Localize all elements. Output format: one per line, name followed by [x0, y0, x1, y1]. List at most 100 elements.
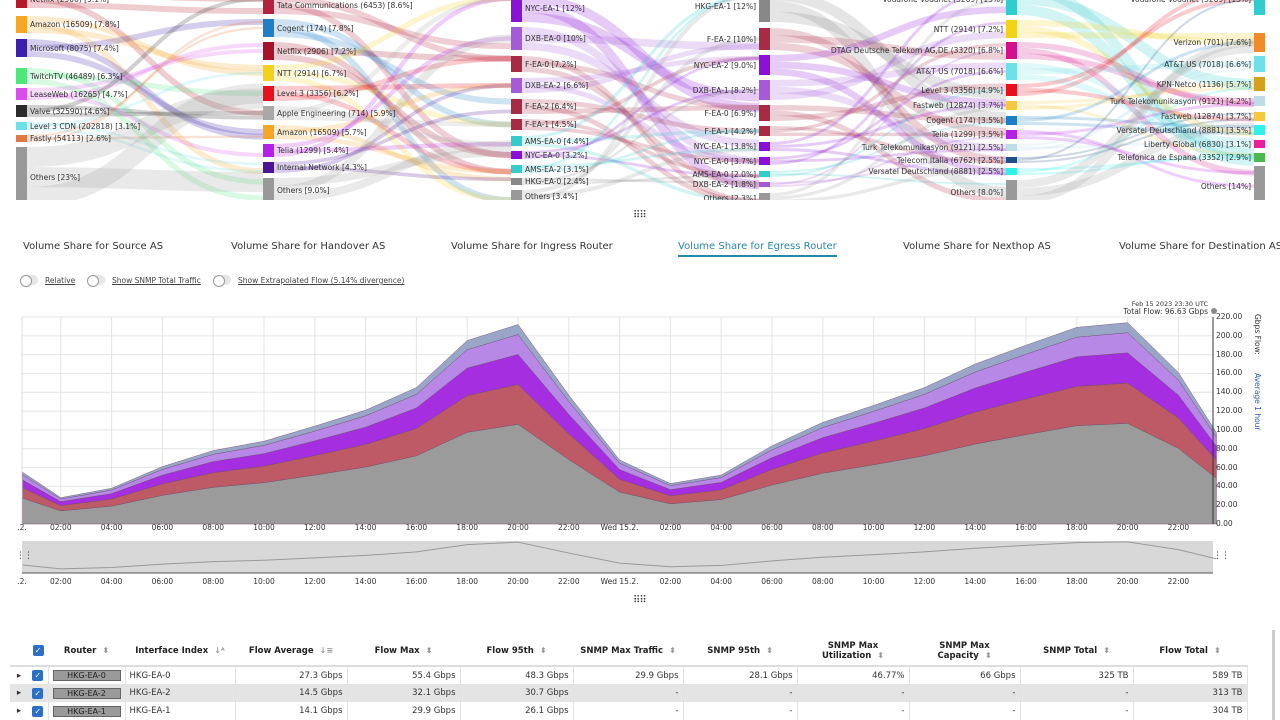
- column-header[interactable]: SNMP Max Utilization ⬍: [797, 636, 909, 667]
- column-header[interactable]: Router ⬍: [48, 636, 125, 667]
- sankey-node[interactable]: [16, 39, 27, 57]
- tab-volume-share-for-handover-as[interactable]: Volume Share for Handover AS: [231, 241, 386, 252]
- toggle-switch[interactable]: [87, 275, 105, 287]
- sankey-node[interactable]: [511, 78, 522, 93]
- sankey-node[interactable]: [511, 56, 522, 72]
- sankey-node[interactable]: [263, 65, 274, 81]
- sankey-node[interactable]: [16, 105, 27, 117]
- column-header[interactable]: Flow Max ⬍: [347, 636, 460, 667]
- expand-row-icon[interactable]: ▸: [16, 706, 22, 716]
- sort-icon[interactable]: ⬍: [425, 645, 433, 655]
- sankey-node[interactable]: [759, 55, 770, 75]
- sankey-node[interactable]: [16, 147, 27, 200]
- sankey-node[interactable]: [511, 136, 522, 146]
- sankey-node[interactable]: [1006, 180, 1017, 200]
- sankey-node[interactable]: [263, 19, 274, 37]
- sankey-node[interactable]: [16, 88, 27, 100]
- navigator-right-handle[interactable]: ⋮⋮: [1213, 551, 1230, 561]
- sort-icon[interactable]: ⬍: [102, 645, 110, 655]
- column-header[interactable]: Flow Total ⬍: [1133, 636, 1247, 667]
- range-navigator[interactable]: [0, 535, 1280, 585]
- sankey-node[interactable]: [759, 157, 770, 165]
- column-header[interactable]: Flow 95th ⬍: [460, 636, 573, 667]
- sankey-node[interactable]: [263, 86, 274, 101]
- toggle-label[interactable]: Relative: [45, 276, 76, 285]
- sankey-node[interactable]: [1006, 168, 1017, 175]
- sankey-node[interactable]: [1006, 0, 1017, 15]
- column-header[interactable]: Flow Average ↓≡: [235, 636, 347, 667]
- column-header[interactable]: Interface Index ↓ᴬ: [125, 636, 235, 667]
- scrollbar[interactable]: [1272, 630, 1275, 720]
- sankey-node[interactable]: [759, 193, 770, 200]
- sankey-node[interactable]: [263, 178, 274, 200]
- sankey-node[interactable]: [1254, 140, 1265, 148]
- area-series-4[interactable]: [22, 322, 1217, 500]
- tab-volume-share-for-destination-as[interactable]: Volume Share for Destination AS: [1119, 241, 1280, 252]
- sankey-node[interactable]: [759, 171, 770, 177]
- resize-handle-top[interactable]: ⠿⠿: [633, 210, 647, 221]
- column-header[interactable]: SNMP Max Capacity ⬍: [909, 636, 1020, 667]
- sankey-node[interactable]: [263, 0, 274, 14]
- sankey-node[interactable]: [16, 16, 27, 33]
- sort-icon[interactable]: ⬍: [984, 650, 992, 660]
- sankey-node[interactable]: [16, 68, 27, 84]
- average-selector[interactable]: Average 1 hour: [1253, 373, 1262, 431]
- sankey-node[interactable]: [511, 0, 522, 22]
- sort-icon[interactable]: ⬍: [877, 650, 884, 660]
- sort-icon[interactable]: ↓≡: [319, 645, 334, 655]
- sankey-node[interactable]: [511, 27, 522, 50]
- select-all-checkbox[interactable]: ✓: [32, 645, 44, 656]
- sankey-node[interactable]: [759, 80, 770, 100]
- sankey-node[interactable]: [1254, 33, 1265, 52]
- tab-volume-share-for-egress-router[interactable]: Volume Share for Egress Router: [678, 241, 837, 257]
- row-checkbox[interactable]: ✓: [32, 687, 44, 699]
- sankey-node[interactable]: [511, 151, 522, 159]
- sankey-node[interactable]: [511, 99, 522, 114]
- column-header[interactable]: SNMP Max Traffic ⬍: [573, 636, 683, 667]
- resize-handle-bottom[interactable]: ⠿⠿: [633, 595, 647, 606]
- tab-volume-share-for-source-as[interactable]: Volume Share for Source AS: [23, 241, 164, 252]
- sankey-node[interactable]: [1006, 157, 1017, 163]
- sankey-node[interactable]: [16, 0, 27, 8]
- tab-volume-share-for-ingress-router[interactable]: Volume Share for Ingress Router: [451, 241, 613, 252]
- row-checkbox[interactable]: ✓: [32, 670, 44, 681]
- sankey-node[interactable]: [511, 178, 522, 185]
- navigator-left-handle[interactable]: ⋮⋮: [16, 551, 33, 561]
- column-header[interactable]: SNMP 95th ⬍: [683, 636, 797, 667]
- sankey-node[interactable]: [1254, 77, 1265, 91]
- sankey-node[interactable]: [263, 42, 274, 60]
- sankey-node[interactable]: [1254, 125, 1265, 135]
- sankey-node[interactable]: [511, 190, 522, 200]
- tab-volume-share-for-nexthop-as[interactable]: Volume Share for Nexthop AS: [903, 241, 1051, 252]
- toggle-label[interactable]: Show Extrapolated Flow (5.14% divergence…: [238, 276, 405, 285]
- navigator-selection[interactable]: [22, 541, 1213, 573]
- sort-icon[interactable]: ↓ᴬ: [214, 645, 225, 655]
- sort-icon[interactable]: ⬍: [1103, 645, 1110, 655]
- sankey-node[interactable]: [1006, 116, 1017, 125]
- sankey-node[interactable]: [511, 165, 522, 173]
- sankey-node[interactable]: [759, 142, 770, 151]
- sankey-node[interactable]: [759, 182, 770, 187]
- row-checkbox[interactable]: ✓: [32, 705, 44, 717]
- sankey-node[interactable]: [1006, 130, 1017, 139]
- sankey-node[interactable]: [1254, 112, 1265, 121]
- table-row[interactable]: ▸ ✓ HKG-EA-2 HKG-EA-2 14.5 Gbps 32.1 Gbps 30.7…: [10, 684, 1248, 702]
- sankey-node[interactable]: [1254, 96, 1265, 106]
- sankey-node[interactable]: [1254, 166, 1265, 200]
- sankey-node[interactable]: [263, 162, 274, 173]
- sort-icon[interactable]: ⬍: [766, 645, 773, 655]
- sankey-node[interactable]: [1254, 153, 1265, 162]
- toggle-switch[interactable]: [213, 275, 231, 287]
- sankey-node[interactable]: [263, 144, 274, 157]
- sankey-node[interactable]: [759, 105, 770, 121]
- sankey-node[interactable]: [1006, 63, 1017, 80]
- sankey-node[interactable]: [16, 135, 27, 142]
- sankey-node[interactable]: [1006, 20, 1017, 38]
- sankey-node[interactable]: [1254, 56, 1265, 72]
- sort-icon[interactable]: ⬍: [669, 645, 676, 655]
- expand-row-icon[interactable]: ▸: [16, 670, 22, 681]
- sankey-node[interactable]: [759, 126, 770, 136]
- sankey-node[interactable]: [511, 119, 522, 130]
- table-row[interactable]: ▸ ✓ HKG-EA-1 HKG-EA-1 14.1 Gbps 29.9 Gbps 26.1…: [10, 702, 1248, 720]
- sankey-node[interactable]: [1006, 144, 1017, 151]
